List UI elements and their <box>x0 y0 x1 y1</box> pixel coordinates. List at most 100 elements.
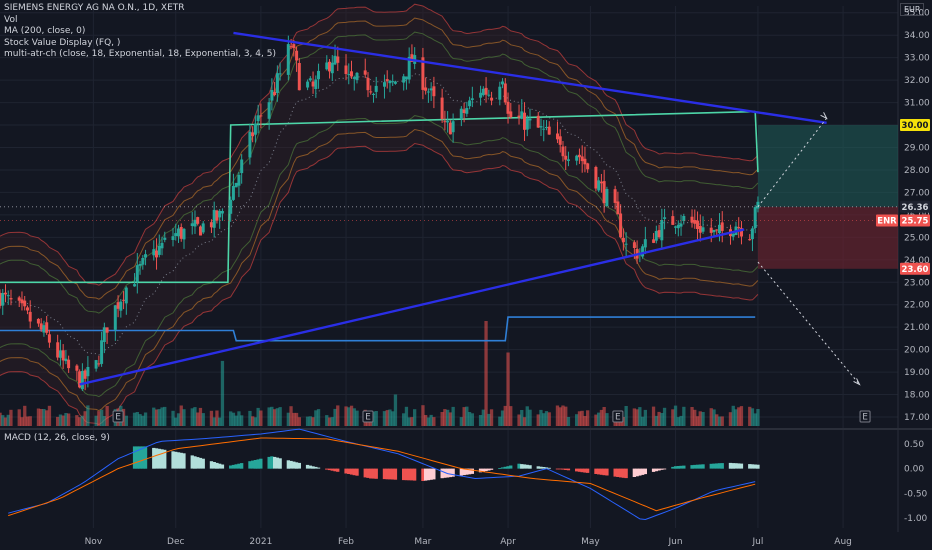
volume-bar <box>42 409 46 426</box>
volume-bar <box>218 417 222 426</box>
candle-body <box>47 334 51 343</box>
volume-bar <box>234 415 238 426</box>
candle-body <box>355 72 359 81</box>
candle-body <box>503 83 507 103</box>
macd-histogram-bar <box>336 468 340 472</box>
volume-bar <box>528 409 532 426</box>
volume-bar <box>80 415 84 426</box>
candle-body <box>740 228 743 237</box>
candle-body <box>157 245 161 255</box>
trendlines[interactable] <box>0 31 898 386</box>
macd-histogram-bar <box>432 468 436 480</box>
time-tick-label: Aug <box>834 537 852 547</box>
candle-body <box>613 189 617 203</box>
volume-bar <box>64 413 68 426</box>
macd-histogram-bar <box>355 468 359 476</box>
macd-histogram-bar <box>135 446 139 469</box>
legend-atr[interactable]: multi-atr-ch (close, 18, Exponential, 18… <box>4 49 276 59</box>
macd-histogram-bar <box>374 468 378 479</box>
macd-histogram-bar <box>459 468 463 476</box>
candle-body <box>602 181 606 204</box>
grid <box>0 0 932 532</box>
volume-bar <box>690 407 694 426</box>
legend-stock-value[interactable]: Stock Value Display (FQ, ) <box>4 37 121 48</box>
volume-bar <box>621 417 625 426</box>
macd-histogram-bar <box>160 449 164 469</box>
volume-bar <box>720 416 724 426</box>
volume-bar <box>756 409 760 426</box>
candle-body <box>424 87 428 91</box>
candle-body <box>58 350 62 358</box>
time-axis[interactable]: Nov Dec 2021 Feb Mar Apr May Jun Jul Aug <box>85 537 852 547</box>
macd-histogram-bar <box>215 462 219 469</box>
price-tick-label: 32.00 <box>904 76 930 86</box>
candle-body <box>56 342 60 358</box>
macd-histogram-bar <box>624 468 628 479</box>
candle-body <box>737 227 741 229</box>
legend-ma[interactable]: MA (200, close, 0) <box>4 26 86 36</box>
volume-bar <box>251 416 255 426</box>
volume-bar <box>349 405 354 426</box>
macd-histogram-bar <box>717 463 722 469</box>
candle-body <box>509 111 513 118</box>
candle-body <box>78 371 82 388</box>
volume-bar <box>421 405 425 426</box>
volume-bar <box>525 406 529 426</box>
volume-bar <box>305 416 310 426</box>
macd-histogram-bar <box>597 468 601 475</box>
volume-bar <box>297 417 301 426</box>
volume-bar <box>599 409 604 426</box>
price-tick-label: 25.00 <box>904 233 930 243</box>
legend-macd[interactable]: MACD (12, 26, close, 9) <box>4 433 110 443</box>
candle-body <box>144 254 147 258</box>
volume-bar <box>577 411 582 426</box>
volume-bar <box>273 409 277 426</box>
currency-label[interactable]: EUR <box>900 3 925 16</box>
price-tick-label: 19.00 <box>904 368 930 378</box>
candle-body <box>402 76 406 83</box>
volume-bar <box>292 412 296 426</box>
macd-line <box>8 428 756 521</box>
stop-zone <box>757 206 898 269</box>
macd-histogram-bar <box>426 468 431 481</box>
candle-body <box>426 91 430 93</box>
symbol-title[interactable]: SIEMENS ENERGY AG NA O.N., 1D, XETR <box>4 3 185 13</box>
macd-histogram-bar <box>182 453 186 469</box>
macd-histogram-bar <box>528 465 532 469</box>
candle-body <box>528 118 532 121</box>
volume-bar <box>229 411 233 426</box>
candle-body <box>171 236 175 240</box>
macd-histogram-bar <box>641 468 645 475</box>
price-axis[interactable]: 17.00 18.00 19.00 20.00 21.00 22.00 23.00 24.00… <box>904 9 930 524</box>
candle-body <box>407 56 411 80</box>
candle-body <box>698 225 702 233</box>
macd-histogram-bar <box>695 464 700 469</box>
volume-bar <box>583 416 587 426</box>
candle-body <box>657 230 661 238</box>
current-price-tag: 26.36 <box>902 203 929 213</box>
candle-body <box>80 371 84 390</box>
candle-body <box>275 73 279 93</box>
macd-histogram-bar <box>654 468 658 472</box>
candle-body <box>152 249 156 256</box>
candle-body <box>0 292 2 306</box>
candle-body <box>451 121 455 133</box>
volume-bar <box>487 413 491 426</box>
macd-histogram-bar <box>174 451 178 469</box>
macd-histogram-bar <box>676 466 680 469</box>
volume-bar <box>327 417 332 426</box>
volume-bar <box>586 410 590 426</box>
candle-body <box>465 108 469 114</box>
macd-histogram-bar <box>599 468 604 475</box>
candle-body <box>141 258 145 265</box>
macd-histogram-bar <box>715 463 719 469</box>
earnings-marker-label: E <box>615 413 621 423</box>
volume-bar <box>566 417 571 426</box>
volume-bar <box>174 417 178 426</box>
macd-histogram-bar <box>366 468 370 478</box>
volume-bar <box>3 417 8 426</box>
legend-volume[interactable]: Vol <box>4 14 18 25</box>
atr-band-line <box>0 31 759 314</box>
candle-body <box>42 325 46 333</box>
